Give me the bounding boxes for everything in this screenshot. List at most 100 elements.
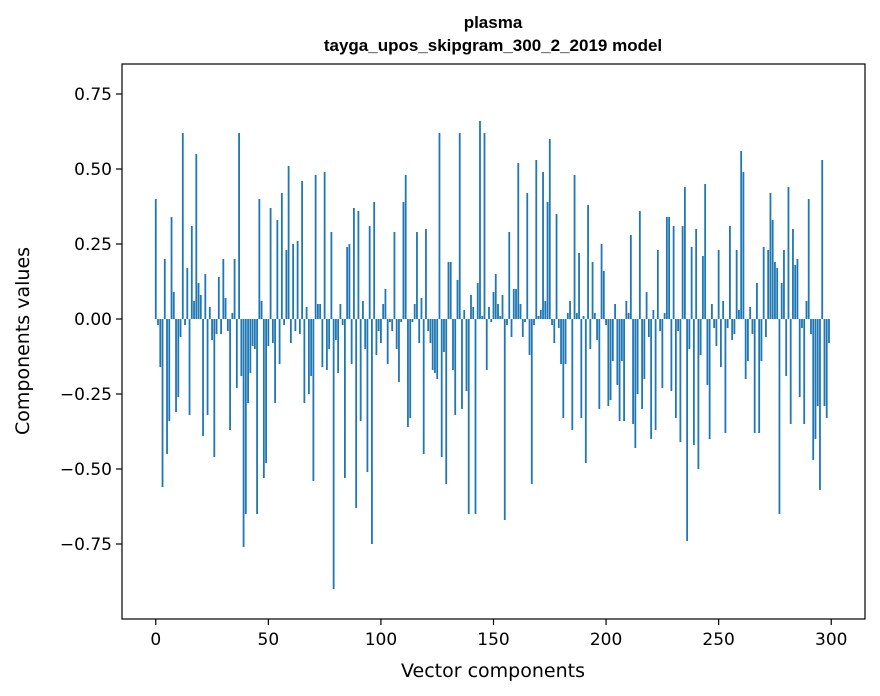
bar	[452, 319, 454, 370]
bar	[573, 175, 576, 319]
bars-group	[154, 121, 830, 589]
bar	[157, 319, 159, 325]
bar	[355, 319, 358, 508]
bar	[411, 319, 414, 322]
bar	[692, 319, 695, 445]
bar	[330, 232, 333, 319]
bar	[591, 262, 594, 319]
bar	[285, 250, 288, 319]
bar	[819, 319, 821, 490]
bar	[265, 319, 267, 463]
bar	[807, 199, 810, 319]
y-axis-ticks: −0.75 −0.50 −0.25 0.00 0.25 0.50 0.75	[60, 85, 122, 555]
bar	[501, 295, 504, 319]
bar	[289, 319, 292, 343]
bar	[816, 319, 819, 406]
bar	[683, 187, 686, 319]
bar	[389, 319, 391, 322]
bar	[609, 319, 612, 400]
bar	[587, 205, 589, 319]
bar	[526, 193, 529, 319]
bar	[186, 268, 189, 319]
bar	[341, 319, 344, 325]
bar	[287, 166, 290, 319]
bar	[647, 319, 650, 337]
bar	[814, 319, 817, 439]
bar	[627, 313, 630, 319]
bar	[695, 229, 698, 319]
bar	[377, 319, 380, 331]
bar	[404, 175, 407, 319]
bar	[729, 226, 731, 319]
bar	[569, 301, 571, 319]
bar	[235, 319, 238, 388]
chart-subtitle: tayga_upos_skipgram_300_2_2019 model	[324, 36, 662, 55]
bar	[305, 307, 308, 319]
bar	[490, 319, 493, 322]
bar	[407, 319, 409, 427]
bar	[634, 319, 637, 448]
x-axis-ticks: 0 50 100 150 200 250 300	[150, 619, 847, 650]
bar	[713, 319, 716, 328]
bar	[371, 319, 373, 544]
bar	[760, 319, 763, 361]
bar	[231, 313, 234, 319]
bar	[233, 259, 236, 319]
bar	[220, 319, 222, 334]
bar	[454, 319, 457, 415]
bar	[240, 319, 243, 376]
bar	[492, 292, 495, 319]
bar	[756, 283, 758, 319]
bar	[638, 211, 641, 319]
bar	[213, 319, 216, 457]
bar	[499, 316, 502, 319]
bar	[828, 319, 830, 343]
bar	[217, 277, 220, 319]
bar	[199, 295, 202, 319]
bar	[175, 319, 177, 412]
bar	[332, 319, 335, 589]
bar	[497, 304, 499, 319]
bar	[654, 319, 657, 430]
bar	[661, 319, 664, 388]
bar	[629, 235, 632, 319]
bar	[735, 250, 738, 319]
bar	[803, 319, 806, 424]
bar	[517, 163, 520, 319]
bar	[314, 175, 317, 319]
bar	[747, 319, 749, 361]
bar	[434, 319, 436, 373]
bar	[724, 319, 727, 433]
bar	[733, 319, 736, 334]
y-tick-label: −0.25	[60, 385, 112, 405]
bar	[679, 319, 682, 442]
bar	[618, 319, 621, 421]
bar	[226, 319, 229, 331]
bar	[242, 319, 245, 547]
bar	[519, 304, 522, 319]
bar	[278, 319, 281, 364]
bar	[810, 319, 812, 334]
bar	[154, 199, 157, 319]
bar	[776, 268, 779, 319]
bar	[346, 247, 349, 319]
bar	[539, 310, 542, 319]
bar	[785, 319, 788, 376]
bar	[440, 319, 443, 457]
bar	[416, 232, 418, 319]
bar	[582, 316, 585, 319]
bar	[593, 313, 596, 319]
bar	[758, 319, 761, 433]
x-tick-label: 300	[815, 630, 847, 650]
bar	[616, 319, 619, 385]
bar	[674, 319, 677, 418]
bar	[472, 307, 475, 319]
y-tick-label: 0.75	[74, 85, 112, 105]
bar	[458, 133, 461, 319]
bar	[190, 226, 193, 319]
bar	[751, 319, 754, 334]
bar	[546, 202, 549, 319]
bar	[359, 319, 362, 421]
bar	[368, 226, 371, 319]
bar	[211, 319, 213, 340]
